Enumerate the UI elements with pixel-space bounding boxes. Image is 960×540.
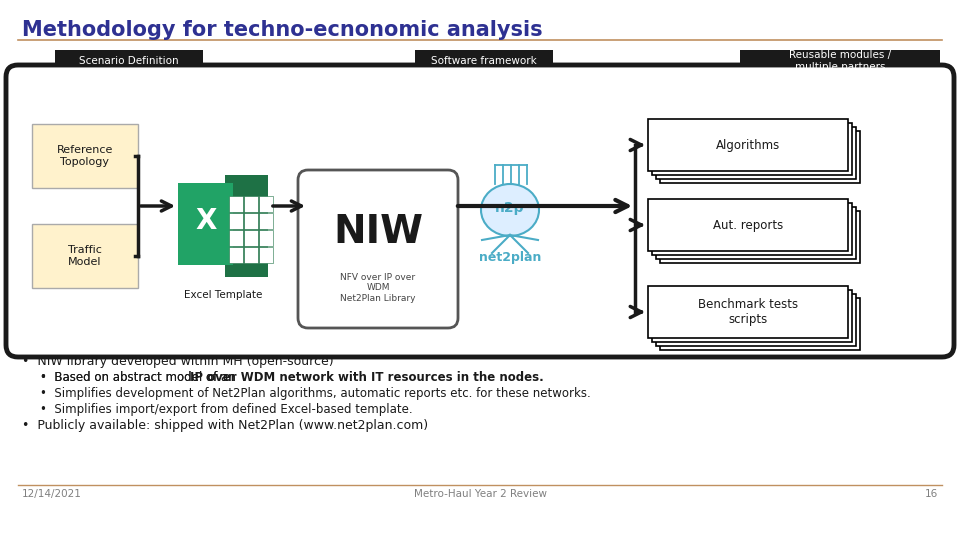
Text: IP over WDM network with IT resources in the nodes.: IP over WDM network with IT resources in… <box>190 371 544 384</box>
Bar <box>259 213 273 229</box>
Bar <box>660 298 860 350</box>
Text: NFV over IP over
WDM
Net2Plan Library: NFV over IP over WDM Net2Plan Library <box>340 273 416 302</box>
Bar <box>229 247 243 263</box>
Bar <box>229 196 243 212</box>
Text: •  NIW library developed within MH (open-source): • NIW library developed within MH (open-… <box>22 355 334 368</box>
Text: Metro-Haul Year 2 Review: Metro-Haul Year 2 Review <box>414 489 546 499</box>
Text: Reusable modules /
multiple partners: Reusable modules / multiple partners <box>789 50 891 72</box>
FancyBboxPatch shape <box>6 65 954 357</box>
FancyBboxPatch shape <box>178 183 233 265</box>
Text: •  Simplifies import/export from defined Excel-based template.: • Simplifies import/export from defined … <box>40 403 413 416</box>
Text: Reference
Topology: Reference Topology <box>57 145 113 167</box>
Bar <box>229 230 243 246</box>
Ellipse shape <box>481 184 539 236</box>
Text: 16: 16 <box>924 489 938 499</box>
Text: Algorithms: Algorithms <box>716 138 780 152</box>
FancyBboxPatch shape <box>298 170 458 328</box>
Bar <box>648 119 848 171</box>
FancyBboxPatch shape <box>225 175 268 277</box>
Bar <box>229 213 243 229</box>
FancyBboxPatch shape <box>32 224 138 288</box>
FancyBboxPatch shape <box>415 50 553 72</box>
Bar <box>652 203 852 255</box>
Text: •  Based on abstract model of an: • Based on abstract model of an <box>40 371 239 384</box>
Text: •  Simplifies development of Net2Plan algorithms, automatic reports etc. for the: • Simplifies development of Net2Plan alg… <box>40 387 590 400</box>
Text: Aut. reports: Aut. reports <box>713 219 783 232</box>
Text: NIW: NIW <box>333 213 423 252</box>
FancyBboxPatch shape <box>32 124 138 188</box>
Bar <box>652 290 852 342</box>
Bar <box>259 196 273 212</box>
Text: Scenario Definition: Scenario Definition <box>79 56 179 66</box>
Text: n2p: n2p <box>495 201 525 215</box>
Text: Software framework: Software framework <box>431 56 537 66</box>
Bar <box>648 286 848 338</box>
FancyBboxPatch shape <box>55 50 203 72</box>
Text: X: X <box>195 207 217 235</box>
Text: Benchmark tests
scripts: Benchmark tests scripts <box>698 298 798 326</box>
Bar <box>259 230 273 246</box>
FancyBboxPatch shape <box>740 50 940 72</box>
Bar <box>244 196 258 212</box>
Text: Methodology for techno-ecnonomic analysis: Methodology for techno-ecnonomic analysi… <box>22 20 542 40</box>
Bar <box>259 247 273 263</box>
Bar <box>244 213 258 229</box>
Bar <box>656 127 856 179</box>
Bar <box>244 247 258 263</box>
Bar <box>648 199 848 251</box>
Bar <box>660 211 860 263</box>
Text: •  Publicly available: shipped with Net2Plan (www.net2plan.com): • Publicly available: shipped with Net2P… <box>22 419 428 432</box>
Bar <box>656 207 856 259</box>
Text: 12/14/2021: 12/14/2021 <box>22 489 82 499</box>
Bar <box>660 131 860 183</box>
Bar <box>244 230 258 246</box>
Text: •  Based on abstract model of an: • Based on abstract model of an <box>40 371 239 384</box>
Text: Traffic
Model: Traffic Model <box>68 245 102 267</box>
Bar <box>652 123 852 175</box>
Text: net2plan: net2plan <box>479 252 541 265</box>
Text: Excel Template: Excel Template <box>183 290 262 300</box>
Bar <box>656 294 856 346</box>
